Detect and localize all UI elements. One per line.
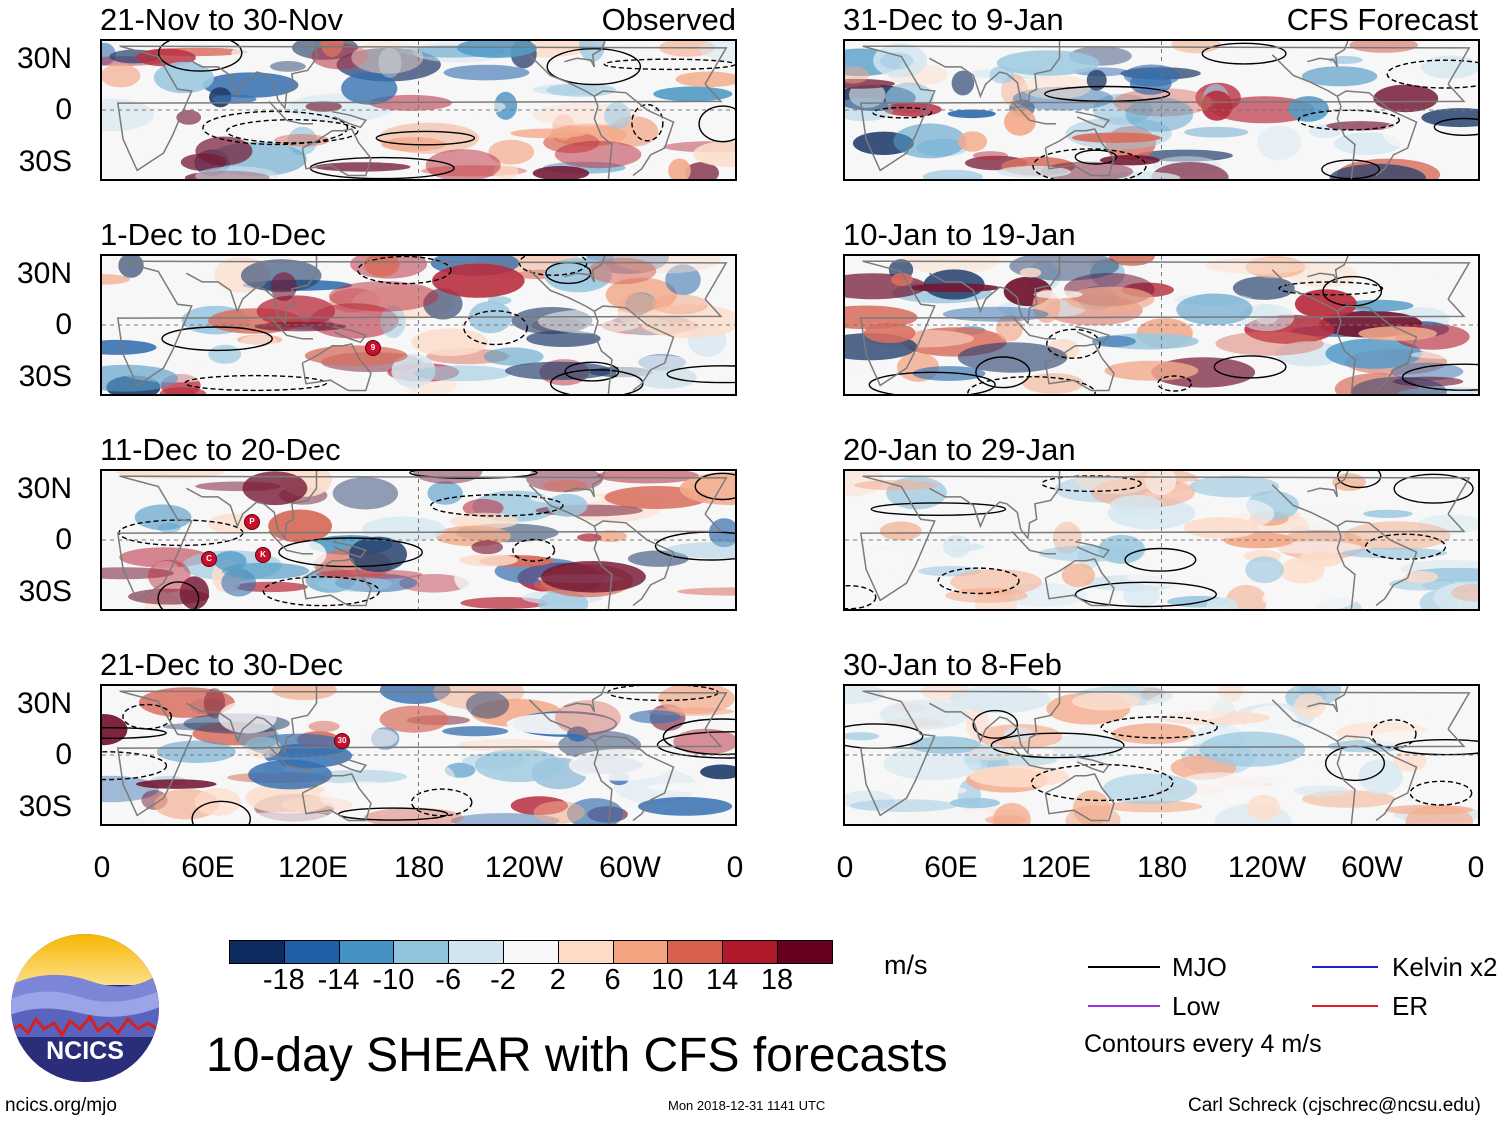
ncics-logo-icon: NCICS [11,934,159,1082]
colorbar-tick-label: 2 [549,964,566,996]
map-panel-left-0 [100,39,737,181]
legend-label-low: Low [1172,991,1220,1021]
storm-marker-icon: 30 [334,733,350,749]
colorbar-swatch [229,940,285,964]
colorbar-tick-label: 14 [706,964,739,996]
map-panel-left-3 [100,684,737,826]
lon-label: 120W [484,851,564,884]
colorbar-tick-label: -6 [435,964,462,996]
shear-field-map [845,256,1478,394]
cfs-forecast-tag: CFS Forecast [1286,2,1478,37]
map-panel-left-1 [100,254,737,396]
lon-label: 180 [1136,851,1188,884]
lat-label-eq: 0 [55,738,72,771]
colorbar-swatch [283,940,340,964]
map-panel-right-0 [843,39,1480,181]
lon-label: 0 [726,851,744,884]
ncics-logo: NCICS [10,933,160,1083]
lon-label: 120W [1227,851,1307,884]
panel-title-left-0: 21-Nov to 30-Nov [100,2,343,37]
colorbar-tick-label: -2 [490,964,516,996]
legend-label-er: ER [1392,991,1429,1021]
website-link[interactable]: ncics.org/mjo [5,1095,117,1116]
lon-label: 60W [599,851,661,884]
colorbar-swatch [722,940,778,964]
colorbar-tick-label: -14 [317,964,360,996]
lon-label: 120E [1020,851,1092,884]
legend-label-kelvin: Kelvin x2 [1392,952,1498,982]
lat-label-eq: 0 [55,523,72,556]
storm-marker-icon: P [244,514,260,530]
shear-field-map [102,256,735,394]
storm-marker-icon: 9 [365,340,381,356]
shear-field-map [845,471,1478,609]
shear-field-map [102,471,735,609]
legend-line-mjo [1088,966,1160,968]
observed-tag: Observed [601,2,736,37]
lat-label-30n: 30N [16,257,72,290]
shear-field-map [845,686,1478,824]
lat-label-30n: 30N [16,472,72,505]
lon-label: 0 [836,851,854,884]
map-panel-right-2 [843,469,1480,611]
author-credit: Carl Schreck (cjschrec@ncsu.edu) [1188,1095,1481,1116]
colorbar-swatch [777,940,833,964]
colorbar-swatch [338,940,395,964]
timestamp: Mon 2018-12-31 1141 UTC [668,1098,826,1113]
figure-title: 10-day SHEAR with CFS forecasts [206,1029,948,1082]
lat-label-30s: 30S [18,360,72,393]
shear-field-map [845,41,1478,179]
colorbar-swatch [612,940,669,964]
panel-title-right-2: 20-Jan to 29-Jan [843,432,1076,467]
lat-label-30s: 30S [18,145,72,178]
map-panel-right-3 [843,684,1480,826]
lat-label-eq: 0 [55,93,72,126]
legend-label-mjo: MJO [1172,952,1227,982]
colorbar-tick-label: -18 [262,964,305,996]
colorbar-tick-label: 10 [651,964,684,996]
shear-field-map [102,686,735,824]
legend-line-kelvin [1312,966,1378,968]
shear-field-map [102,41,735,179]
storm-marker-icon: K [255,547,271,563]
lon-label: 0 [1467,851,1485,884]
panel-title-right-3: 30-Jan to 8-Feb [843,647,1062,682]
legend-line-er [1312,1005,1378,1007]
map-panel-left-2 [100,469,737,611]
colorbar-swatch [393,940,450,964]
logo-text: NCICS [46,1037,124,1065]
lon-label: 0 [93,851,111,884]
lat-label-30n: 30N [16,687,72,720]
lat-label-30n: 30N [16,42,72,75]
lon-label: 120E [277,851,349,884]
contour-note: Contours every 4 m/s [1084,1030,1322,1058]
panel-title-left-2: 11-Dec to 20-Dec [100,432,341,467]
lat-label-eq: 0 [55,308,72,341]
lon-label: 60E [181,851,235,884]
panel-title-right-1: 10-Jan to 19-Jan [843,217,1076,252]
units-label: m/s [884,950,928,980]
panel-title-right-0: 31-Dec to 9-Jan [843,2,1064,37]
lon-label: 180 [393,851,445,884]
lon-label: 60E [924,851,978,884]
colorbar-swatch [448,940,504,964]
lat-label-30s: 30S [18,575,72,608]
colorbar-tick-label: 18 [760,964,794,996]
panel-title-left-3: 21-Dec to 30-Dec [100,647,343,682]
colorbar-swatch [557,940,614,964]
colorbar-swatch [503,940,559,964]
legend-line-low [1088,1005,1160,1007]
lat-label-30s: 30S [18,790,72,823]
colorbar-swatch [667,940,724,964]
lon-label: 60W [1341,851,1403,884]
map-panel-right-1 [843,254,1480,396]
colorbar-tick-label: -10 [372,964,415,996]
colorbar-tick-label: 6 [604,964,621,996]
storm-marker-icon: C [201,551,217,567]
panel-title-left-1: 1-Dec to 10-Dec [100,217,326,252]
